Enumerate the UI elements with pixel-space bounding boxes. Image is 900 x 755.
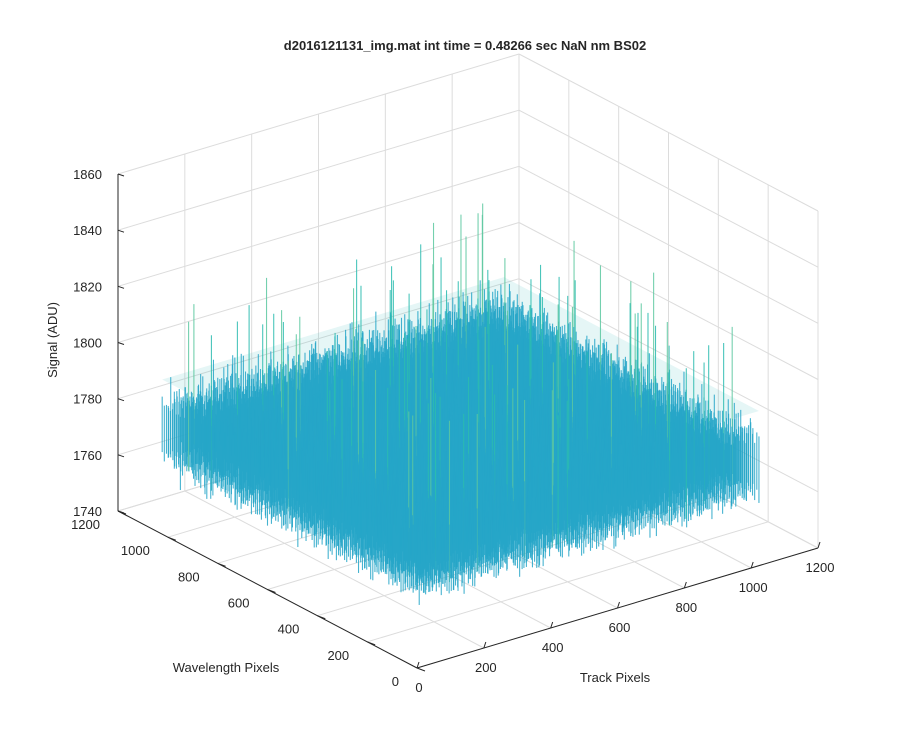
surface-plot: 0200400600800100012000200400600800100012… [0,0,900,750]
